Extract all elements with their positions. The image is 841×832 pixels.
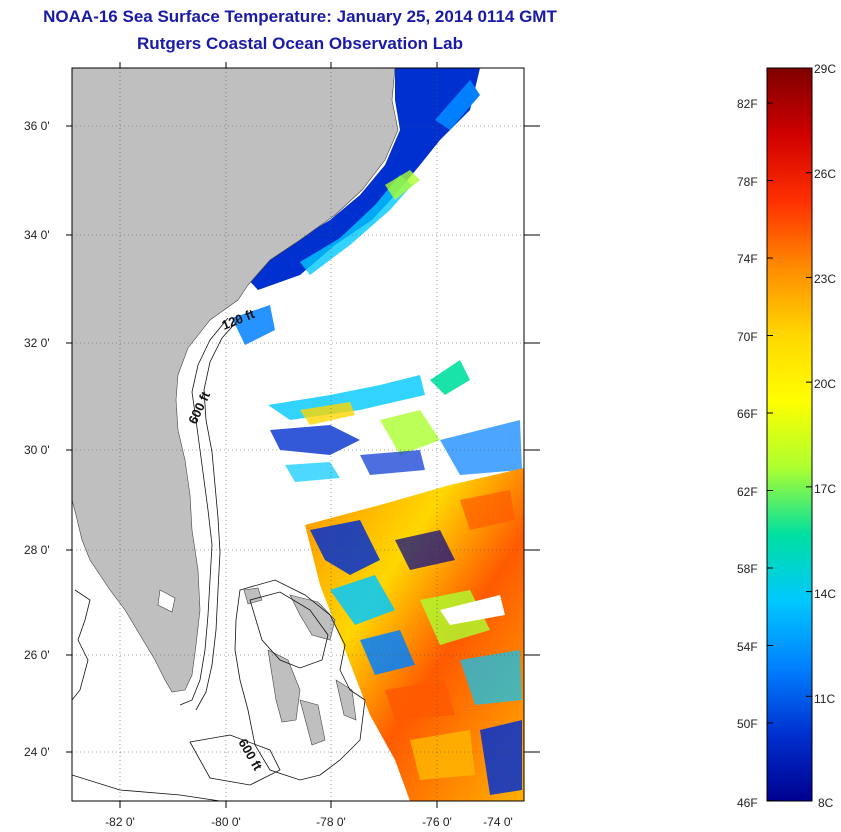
- colorbar-fahrenheit-label: 70F: [737, 330, 758, 344]
- colorbar-fahrenheit-label: 74F: [737, 252, 758, 266]
- colorbar-celsius-label: 26C: [814, 167, 836, 181]
- lon-label: -80 0': [211, 815, 241, 829]
- map-subtitle: Rutgers Coastal Ocean Observation Lab: [137, 34, 463, 53]
- colorbar-celsius-label: 14C: [814, 587, 836, 601]
- colorbar-fahrenheit-label: 66F: [737, 407, 758, 421]
- map-tick-marks: [66, 62, 540, 808]
- colorbar-fahrenheit-label: 54F: [737, 640, 758, 654]
- lat-label: 34 0': [24, 228, 50, 242]
- colorbar-celsius-label: 23C: [814, 272, 836, 286]
- lat-label: 28 0': [24, 543, 50, 557]
- colorbar-celsius-label: 8C: [818, 796, 834, 810]
- lat-label: 32 0': [24, 336, 50, 350]
- colorbar-celsius-label: 29C: [814, 62, 836, 76]
- lon-label: -82 0': [105, 815, 135, 829]
- lat-label: 26 0': [24, 648, 50, 662]
- land-us-mainland: [72, 68, 399, 693]
- colorbar: 29C 26C 23C 20C 17C 14C 11C 8C 82F 78F 7…: [737, 62, 836, 810]
- colorbar-fahrenheit-ticks: [767, 102, 773, 801]
- map-gridlines: [72, 68, 524, 801]
- sst-coastal-band: [244, 68, 480, 290]
- colorbar-fahrenheit-label: 50F: [737, 717, 758, 731]
- colorbar-celsius-ticks: [806, 67, 812, 802]
- lat-label: 24 0': [24, 745, 50, 759]
- colorbar-fahrenheit-label: 78F: [737, 175, 758, 189]
- bathymetry-contours: [72, 317, 366, 801]
- colorbar-fahrenheit-label: 46F: [737, 796, 758, 810]
- map-title: NOAA-16 Sea Surface Temperature: January…: [43, 7, 557, 26]
- sst-scattered-patches: [232, 305, 522, 482]
- colorbar-fahrenheit-label: 58F: [737, 562, 758, 576]
- colorbar-celsius-label: 11C: [814, 692, 835, 706]
- lat-label: 36 0': [24, 119, 50, 133]
- lon-label: -76 0': [422, 815, 452, 829]
- sst-warm-swath: [305, 468, 524, 801]
- lat-label: 30 0': [24, 443, 50, 457]
- colorbar-celsius-label: 17C: [814, 482, 836, 496]
- lon-label: -78 0': [316, 815, 346, 829]
- lon-label: -74 0': [483, 815, 513, 829]
- colorbar-fahrenheit-label: 82F: [737, 97, 758, 111]
- colorbar-bar: [766, 67, 813, 802]
- colorbar-celsius-label: 20C: [814, 377, 836, 391]
- map-frame: [71, 67, 525, 802]
- colorbar-fahrenheit-label: 62F: [737, 485, 758, 499]
